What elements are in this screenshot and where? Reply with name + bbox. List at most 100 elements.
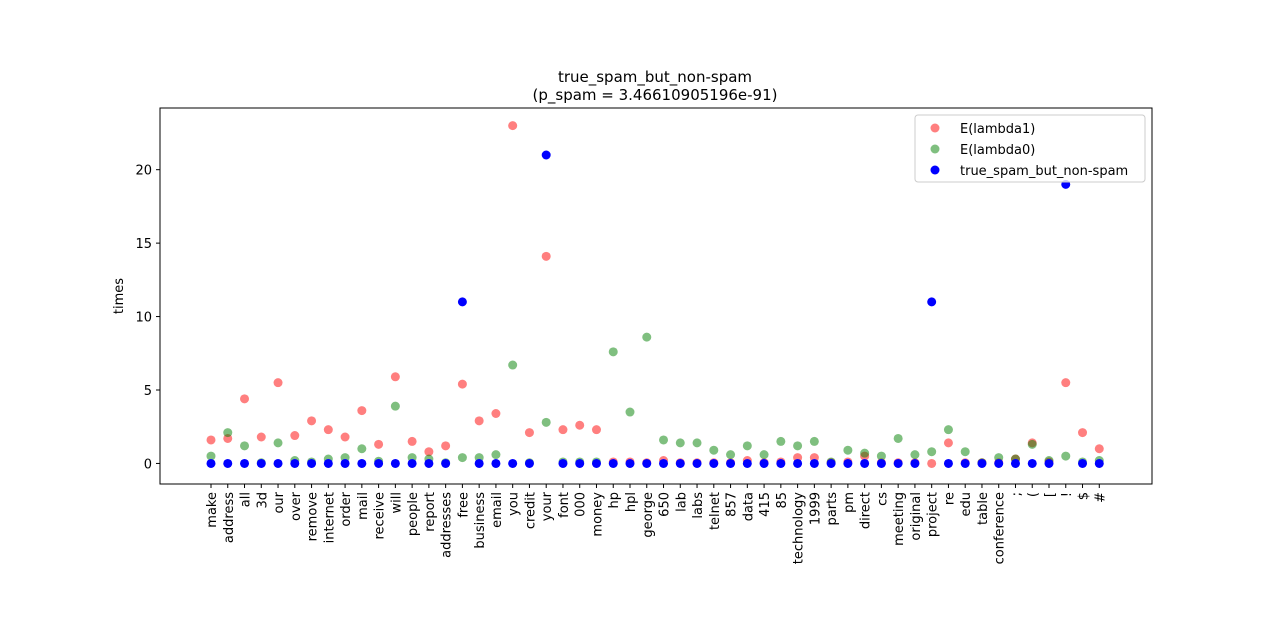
point-true-spam-but-non-spam	[474, 458, 484, 468]
x-tick-label: email	[490, 492, 505, 528]
point-e-lambda0-	[759, 450, 769, 460]
point-true-spam-but-non-spam	[1094, 458, 1104, 468]
point-e-lambda0-	[357, 444, 367, 454]
x-tick-label: parts	[825, 492, 840, 526]
point-e-lambda1-	[1078, 428, 1088, 438]
point-e-lambda0-	[943, 425, 953, 435]
point-e-lambda1-	[524, 428, 534, 438]
point-e-lambda1-	[256, 432, 266, 442]
chart-subtitle: (p_spam = 3.46610905196e-91)	[533, 86, 778, 105]
x-tick-label: table	[976, 492, 991, 525]
x-tick-label: credit	[523, 492, 538, 529]
x-tick-label: technology	[792, 492, 807, 564]
point-e-lambda0-	[876, 451, 886, 461]
x-tick-label: people	[406, 492, 421, 536]
point-true-spam-but-non-spam	[508, 458, 518, 468]
x-tick-label: all	[239, 492, 254, 507]
point-true-spam-but-non-spam	[457, 297, 467, 307]
point-e-lambda1-	[407, 436, 417, 446]
x-tick-label: direct	[859, 492, 874, 529]
x-tick-label: hp	[607, 492, 622, 509]
x-tick-label: 415	[758, 492, 773, 517]
point-e-lambda1-	[474, 416, 484, 426]
point-e-lambda1-	[943, 438, 953, 448]
x-tick-label: lab	[674, 492, 689, 512]
point-true-spam-but-non-spam	[675, 458, 685, 468]
point-e-lambda1-	[307, 416, 317, 426]
x-tick-label: telnet	[708, 492, 723, 530]
point-e-lambda0-	[709, 445, 719, 455]
x-tick-label: #	[1093, 492, 1108, 503]
point-true-spam-but-non-spam	[977, 458, 987, 468]
point-true-spam-but-non-spam	[893, 458, 903, 468]
point-true-spam-but-non-spam	[759, 458, 769, 468]
point-true-spam-but-non-spam	[742, 458, 752, 468]
point-e-lambda0-	[960, 447, 970, 457]
y-tick-label: 20	[135, 164, 152, 179]
x-tick-label: remove	[306, 492, 321, 541]
point-true-spam-but-non-spam	[1078, 458, 1088, 468]
y-axis-label: times	[112, 278, 127, 314]
point-true-spam-but-non-spam	[558, 458, 568, 468]
point-true-spam-but-non-spam	[809, 458, 819, 468]
point-true-spam-but-non-spam	[591, 458, 601, 468]
point-true-spam-but-non-spam	[407, 458, 417, 468]
point-e-lambda1-	[374, 439, 384, 449]
point-e-lambda0-	[625, 407, 635, 417]
point-true-spam-but-non-spam	[994, 458, 1004, 468]
point-true-spam-but-non-spam	[860, 458, 870, 468]
point-e-lambda1-	[508, 121, 518, 131]
y-tick-label: 5	[144, 384, 152, 399]
point-e-lambda1-	[591, 425, 601, 435]
point-e-lambda1-	[491, 409, 501, 418]
x-tick-label: order	[339, 491, 354, 526]
point-true-spam-but-non-spam	[424, 458, 434, 468]
x-tick-label: 3d	[255, 492, 270, 509]
point-e-lambda1-	[323, 425, 333, 435]
point-e-lambda0-	[390, 401, 400, 411]
x-tick-label: over	[289, 491, 304, 521]
x-tick-label: 857	[725, 492, 740, 517]
legend: E(lambda1) E(lambda0) true_spam_but_non-sp…	[914, 114, 1146, 183]
legend-frame	[914, 114, 1146, 183]
point-e-lambda1-	[541, 251, 551, 261]
point-true-spam-but-non-spam	[390, 458, 400, 468]
point-e-lambda0-	[1027, 439, 1037, 449]
x-tick-label: make	[205, 492, 220, 528]
point-true-spam-but-non-spam	[223, 458, 233, 468]
x-tick-label: will	[389, 492, 404, 513]
point-true-spam-but-non-spam	[927, 297, 937, 307]
legend-label: E(lambda1)	[960, 122, 1035, 137]
y-tick-label: 10	[135, 311, 152, 326]
point-true-spam-but-non-spam	[793, 458, 803, 468]
point-true-spam-but-non-spam	[524, 458, 534, 468]
x-tick-label: 1999	[808, 492, 823, 525]
point-true-spam-but-non-spam	[692, 458, 702, 468]
point-e-lambda0-	[809, 436, 819, 446]
point-e-lambda1-	[457, 379, 467, 389]
x-tick-label: data	[741, 492, 756, 521]
x-tick-label: free	[456, 492, 471, 518]
point-true-spam-but-non-spam	[608, 458, 618, 468]
point-e-lambda1-	[424, 447, 434, 457]
point-true-spam-but-non-spam	[943, 458, 953, 468]
x-tick-label: labs	[691, 492, 706, 519]
x-tick-label: re	[942, 492, 957, 505]
point-e-lambda0-	[240, 441, 250, 451]
point-e-lambda1-	[441, 441, 451, 451]
point-e-lambda1-	[240, 394, 250, 404]
x-tick-label: you	[507, 492, 522, 516]
x-tick-label: edu	[959, 492, 974, 517]
point-e-lambda1-	[357, 406, 367, 416]
point-true-spam-but-non-spam	[1010, 458, 1020, 468]
point-e-lambda1-	[340, 432, 350, 442]
legend-marker	[930, 123, 940, 133]
x-tick-label: address	[222, 492, 237, 543]
point-e-lambda1-	[290, 431, 300, 441]
point-e-lambda0-	[793, 441, 803, 451]
point-e-lambda1-	[390, 372, 400, 382]
point-e-lambda0-	[675, 438, 685, 448]
point-e-lambda0-	[893, 433, 903, 443]
x-tick-label: 85	[775, 492, 790, 509]
point-e-lambda1-	[206, 435, 216, 445]
